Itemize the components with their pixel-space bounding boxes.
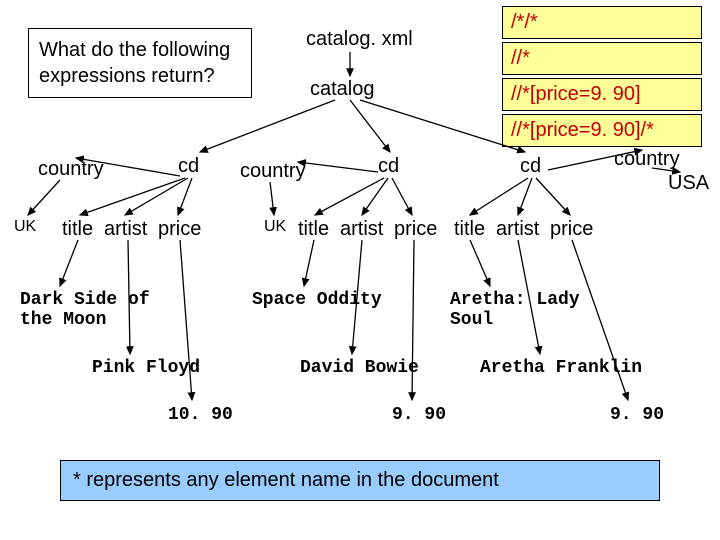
node-country-label-1: country [38,158,104,181]
node-artist-2: artist [340,218,383,241]
node-artist-3: artist [496,218,539,241]
leaf-album-3: Aretha: Lady Soul [450,290,620,330]
footnote-box: * represents any element name in the doc… [60,460,660,501]
node-cd-2: cd [378,155,399,178]
node-cd-1: cd [178,155,199,178]
leaf-album-2: Space Oddity [252,290,382,310]
question-box: What do the following expressions return… [28,28,252,98]
node-price-3: price [550,218,593,241]
node-country-label-2: country [240,160,306,183]
node-root-elem: catalog [310,78,375,101]
xpath-expr-1: /*/* [502,6,702,39]
node-usa: USA [668,172,709,195]
leaf-price-2: 9. 90 [392,405,446,425]
node-uk-1: UK [14,218,36,236]
node-title-1: title [62,218,93,241]
node-title-2: title [298,218,329,241]
node-root-file: catalog. xml [306,28,413,51]
node-price-1: price [158,218,201,241]
leaf-price-1: 10. 90 [168,405,233,425]
node-cd-3: cd [520,155,541,178]
leaf-artist-2: David Bowie [300,358,419,378]
leaf-album-1: Dark Side of the Moon [20,290,180,330]
leaf-artist-1: Pink Floyd [92,358,200,378]
xpath-expr-2: //* [502,42,702,75]
xpath-expr-4: //*[price=9. 90]/* [502,114,702,147]
node-uk-2: UK [264,218,286,236]
leaf-price-3: 9. 90 [610,405,664,425]
xpath-expr-3: //*[price=9. 90] [502,78,702,111]
leaf-artist-3: Aretha Franklin [480,358,642,378]
node-price-2: price [394,218,437,241]
node-country-label-3: country [614,148,680,171]
node-title-3: title [454,218,485,241]
node-artist-1: artist [104,218,147,241]
